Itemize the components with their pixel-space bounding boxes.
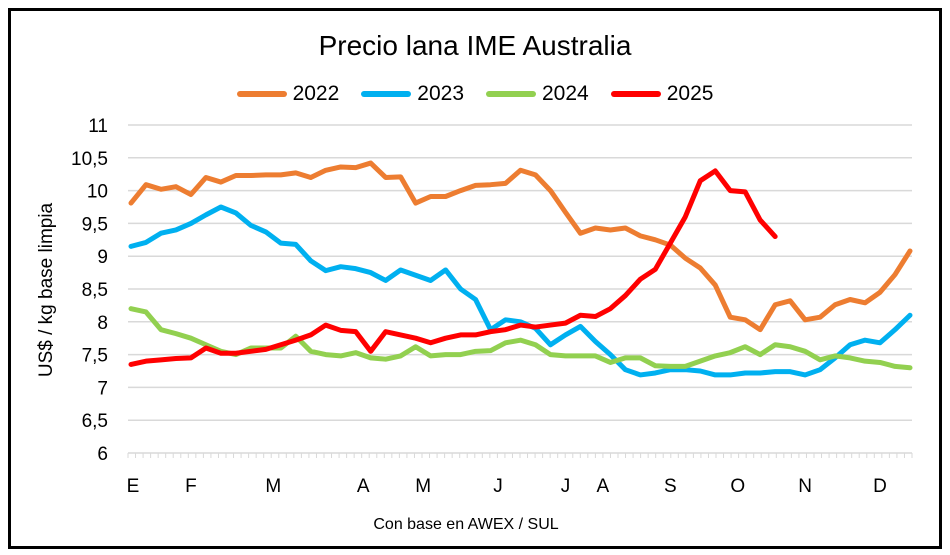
- x-tick-label: N: [798, 476, 812, 497]
- x-tick-label: A: [357, 476, 370, 497]
- legend-swatch-2024: [486, 91, 536, 97]
- chart-title: Precio lana IME Australia: [318, 30, 632, 61]
- legend-swatch-2023: [361, 91, 412, 97]
- x-tick-label: J: [493, 476, 503, 497]
- y-tick-label: 11: [88, 116, 108, 137]
- series-line-2022: [128, 160, 913, 333]
- y-tick-label: 7: [97, 378, 108, 399]
- y-tick-label: 8: [97, 313, 108, 334]
- series-line-2024: [128, 306, 913, 371]
- y-tick-label: 9,5: [82, 214, 108, 235]
- chart-frame: [8, 8, 942, 549]
- x-tick-label: J: [561, 476, 571, 497]
- legend-item-2022: 2022: [236, 82, 340, 106]
- legend-label-2024: 2024: [542, 82, 589, 105]
- x-axis-label: Con base en AWEX / SUL: [373, 516, 558, 533]
- y-tick-label: 7,5: [82, 346, 108, 367]
- legend-item-2025: 2025: [610, 82, 714, 106]
- legend-swatch-2022: [236, 91, 287, 97]
- legend-label-2025: 2025: [666, 82, 714, 105]
- x-tick-label: S: [664, 476, 677, 497]
- y-tick-label: 10,5: [71, 149, 108, 170]
- series-line-2025: [128, 168, 778, 367]
- x-tick-label: O: [730, 476, 745, 497]
- x-tick-label: M: [265, 476, 281, 497]
- legend-label-2023: 2023: [417, 82, 464, 105]
- y-tick-label: 6: [97, 444, 108, 465]
- x-tick-label: D: [873, 476, 887, 497]
- y-tick-label: 10: [87, 182, 108, 203]
- x-tick-label: E: [127, 476, 140, 497]
- chart-legend: 2022 2023 2024 2025: [0, 82, 950, 106]
- series-line-2023: [128, 204, 913, 378]
- legend-item-2023: 2023: [361, 82, 464, 106]
- legend-label-2022: 2022: [292, 82, 340, 105]
- y-tick-label: 9: [97, 247, 108, 268]
- x-tick-label: M: [415, 476, 431, 497]
- x-tick-label: F: [185, 476, 197, 497]
- legend-item-2024: 2024: [486, 82, 589, 106]
- y-tick-label: 6,5: [82, 411, 108, 432]
- x-tick-label: A: [597, 476, 610, 497]
- legend-swatch-2025: [610, 91, 661, 97]
- y-axis-label: US$ / kg base limpia: [36, 202, 57, 377]
- y-tick-label: 8,5: [82, 280, 108, 301]
